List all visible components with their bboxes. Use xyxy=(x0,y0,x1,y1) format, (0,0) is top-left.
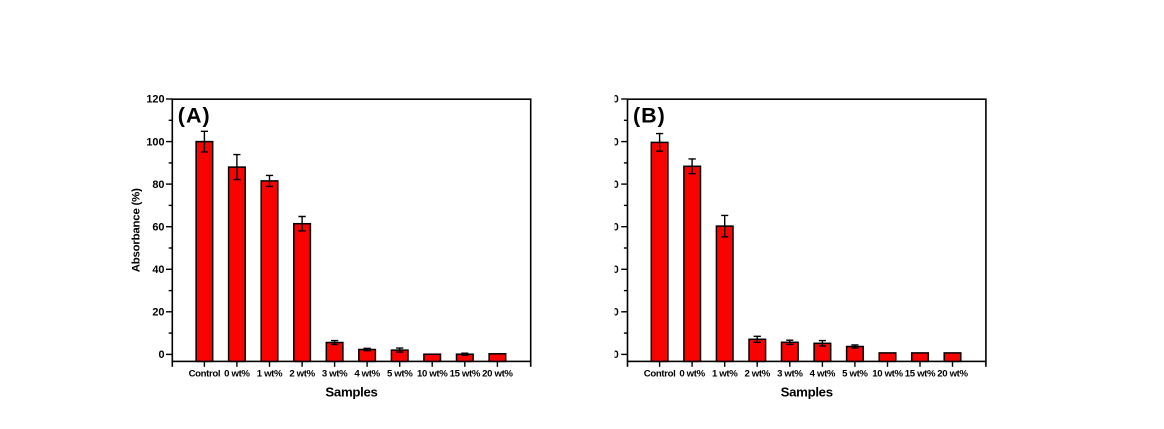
svg-text:0: 0 xyxy=(613,136,619,148)
svg-text:0: 0 xyxy=(613,349,619,361)
svg-text:0: 0 xyxy=(613,94,619,106)
svg-text:0: 0 xyxy=(613,221,619,233)
svg-text:1 wt%: 1 wt% xyxy=(712,369,738,380)
svg-text:15 wt%: 15 wt% xyxy=(905,369,936,380)
svg-text:3 wt%: 3 wt% xyxy=(322,369,348,380)
svg-text:0: 0 xyxy=(158,349,164,361)
svg-text:20 wt%: 20 wt% xyxy=(482,369,513,380)
svg-text:0 wt%: 0 wt% xyxy=(679,369,705,380)
svg-text:Absorbance (%): Absorbance (%) xyxy=(131,188,143,272)
svg-text:0 wt%: 0 wt% xyxy=(224,369,250,380)
svg-text:Samples: Samples xyxy=(781,384,833,399)
svg-text:20 wt%: 20 wt% xyxy=(937,369,968,380)
svg-text:(A): (A) xyxy=(178,104,211,128)
svg-text:2 wt%: 2 wt% xyxy=(289,369,315,380)
svg-text:5 wt%: 5 wt% xyxy=(387,369,413,380)
svg-text:40: 40 xyxy=(152,264,164,276)
svg-text:1 wt%: 1 wt% xyxy=(257,369,283,380)
svg-text:120: 120 xyxy=(146,94,164,106)
svg-text:0: 0 xyxy=(613,264,619,276)
svg-text:4 wt%: 4 wt% xyxy=(810,369,836,380)
svg-text:60: 60 xyxy=(152,221,164,233)
svg-text:5 wt%: 5 wt% xyxy=(842,369,868,380)
svg-text:80: 80 xyxy=(152,179,164,191)
svg-text:0: 0 xyxy=(613,179,619,191)
svg-text:Control: Control xyxy=(644,369,676,380)
svg-text:(B): (B) xyxy=(633,104,666,128)
svg-text:3 wt%: 3 wt% xyxy=(777,369,803,380)
svg-text:10 wt%: 10 wt% xyxy=(417,369,448,380)
svg-text:4 wt%: 4 wt% xyxy=(354,369,380,380)
svg-text:Samples: Samples xyxy=(325,384,377,399)
svg-text:15 wt%: 15 wt% xyxy=(450,369,481,380)
svg-text:0: 0 xyxy=(613,307,619,319)
svg-text:Control: Control xyxy=(189,369,221,380)
svg-text:100: 100 xyxy=(146,136,164,148)
svg-text:20: 20 xyxy=(152,307,164,319)
svg-text:2 wt%: 2 wt% xyxy=(744,369,770,380)
svg-text:10 wt%: 10 wt% xyxy=(872,369,903,380)
